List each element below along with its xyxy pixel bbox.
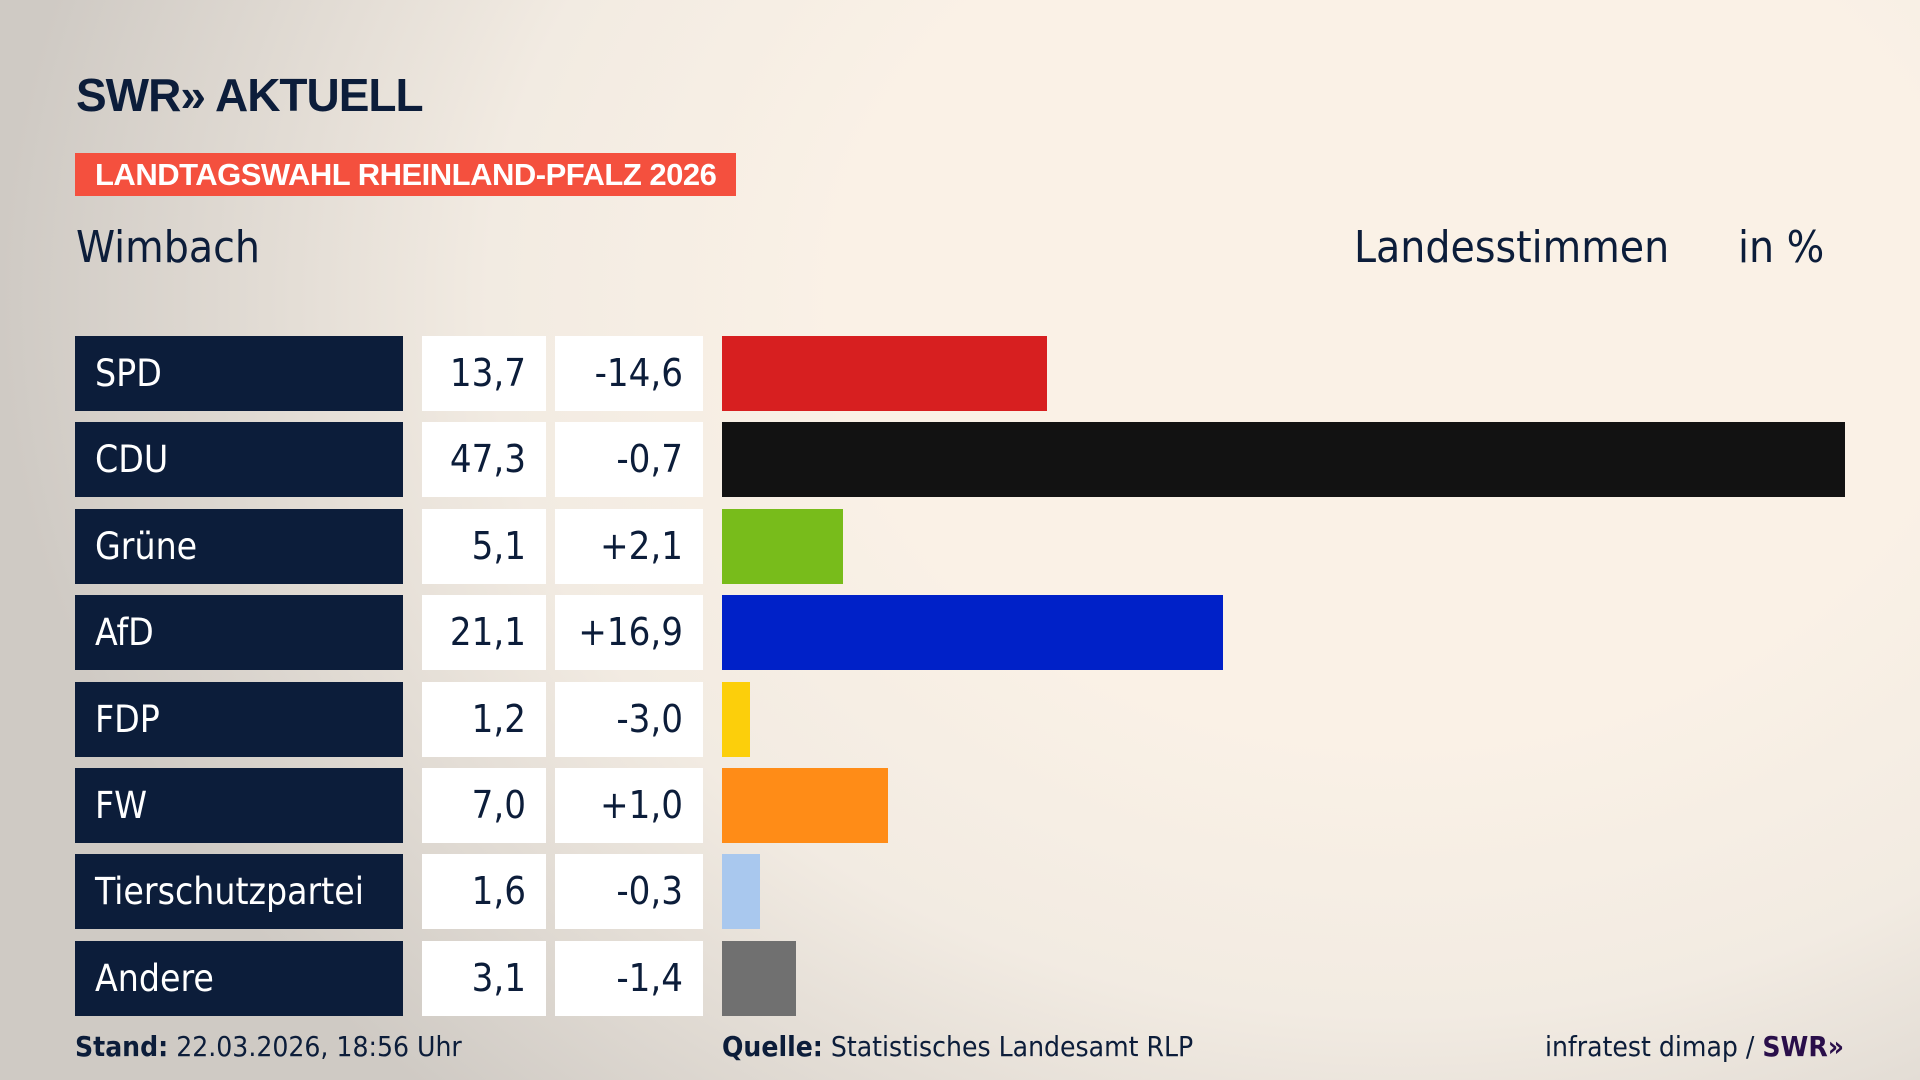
diff-label: -3,0 (555, 681, 703, 757)
party-row: Tierschutzpartei 1,6 -0,3 (0, 854, 1920, 930)
value-label: 1,6 (422, 854, 546, 930)
party-name: FW (75, 768, 403, 843)
source-value: Statistisches Landesamt RLP (830, 1030, 1194, 1063)
party-name: Grüne (75, 508, 403, 584)
diff-label: +16,9 (555, 595, 703, 671)
value-label: 47,3 (422, 422, 546, 498)
diff-label: -0,3 (555, 854, 703, 930)
region-title: Wimbach (76, 222, 260, 273)
party-row: FW 7,0 +1,0 (0, 768, 1920, 843)
stand: Stand: 22.03.2026, 18:56 Uhr (75, 1030, 462, 1063)
bar-afd (722, 595, 1223, 671)
swr-aktuell-logo: SWR» AKTUELL (76, 69, 424, 121)
party-row: CDU 47,3 -0,7 (0, 422, 1920, 498)
party-row: SPD 13,7 -14,6 (0, 336, 1920, 411)
stand-value: 22.03.2026, 18:56 Uhr (176, 1030, 462, 1063)
value-label: 21,1 (422, 595, 546, 671)
unit-label: in % (1738, 222, 1825, 273)
party-name: FDP (75, 681, 403, 757)
diff-label: +1,0 (555, 768, 703, 843)
bar-andere (722, 940, 796, 1016)
bar-tierschutzpartei (722, 854, 760, 930)
source: Quelle: Statistisches Landesamt RLP (722, 1030, 1193, 1063)
swr-logo: SWR» (1762, 1030, 1844, 1063)
party-row: AfD 21,1 +16,9 (0, 595, 1920, 671)
bar-cdu (722, 422, 1845, 498)
party-name: SPD (75, 336, 403, 411)
value-label: 13,7 (422, 336, 546, 411)
value-label: 5,1 (422, 508, 546, 584)
party-name: Andere (75, 940, 403, 1016)
party-name: Tierschutzpartei (75, 854, 403, 930)
credit: infratest dimap / SWR» (1545, 1030, 1844, 1063)
party-row: Andere 3,1 -1,4 (0, 940, 1920, 1016)
source-label: Quelle: (722, 1030, 823, 1063)
stand-label: Stand: (75, 1030, 169, 1063)
value-label: 3,1 (422, 940, 546, 1016)
party-name: CDU (75, 422, 403, 498)
party-row: Grüne 5,1 +2,1 (0, 508, 1920, 584)
diff-label: -0,7 (555, 422, 703, 498)
party-row: FDP 1,2 -3,0 (0, 681, 1920, 757)
value-label: 1,2 (422, 681, 546, 757)
bar-fw (722, 768, 889, 843)
credit-text: infratest dimap / (1544, 1030, 1755, 1063)
diff-label: -14,6 (555, 336, 703, 411)
diff-label: -1,4 (555, 940, 703, 1016)
metric-label: Landesstimmen (1354, 222, 1670, 273)
value-label: 7,0 (422, 768, 546, 843)
diff-label: +2,1 (555, 508, 703, 584)
bar-spd (722, 336, 1048, 411)
bar-grüne (722, 508, 844, 584)
bar-fdp (722, 681, 751, 757)
party-name: AfD (75, 595, 403, 671)
election-banner: LANDTAGSWAHL RHEINLAND-PFALZ 2026 (75, 153, 737, 196)
